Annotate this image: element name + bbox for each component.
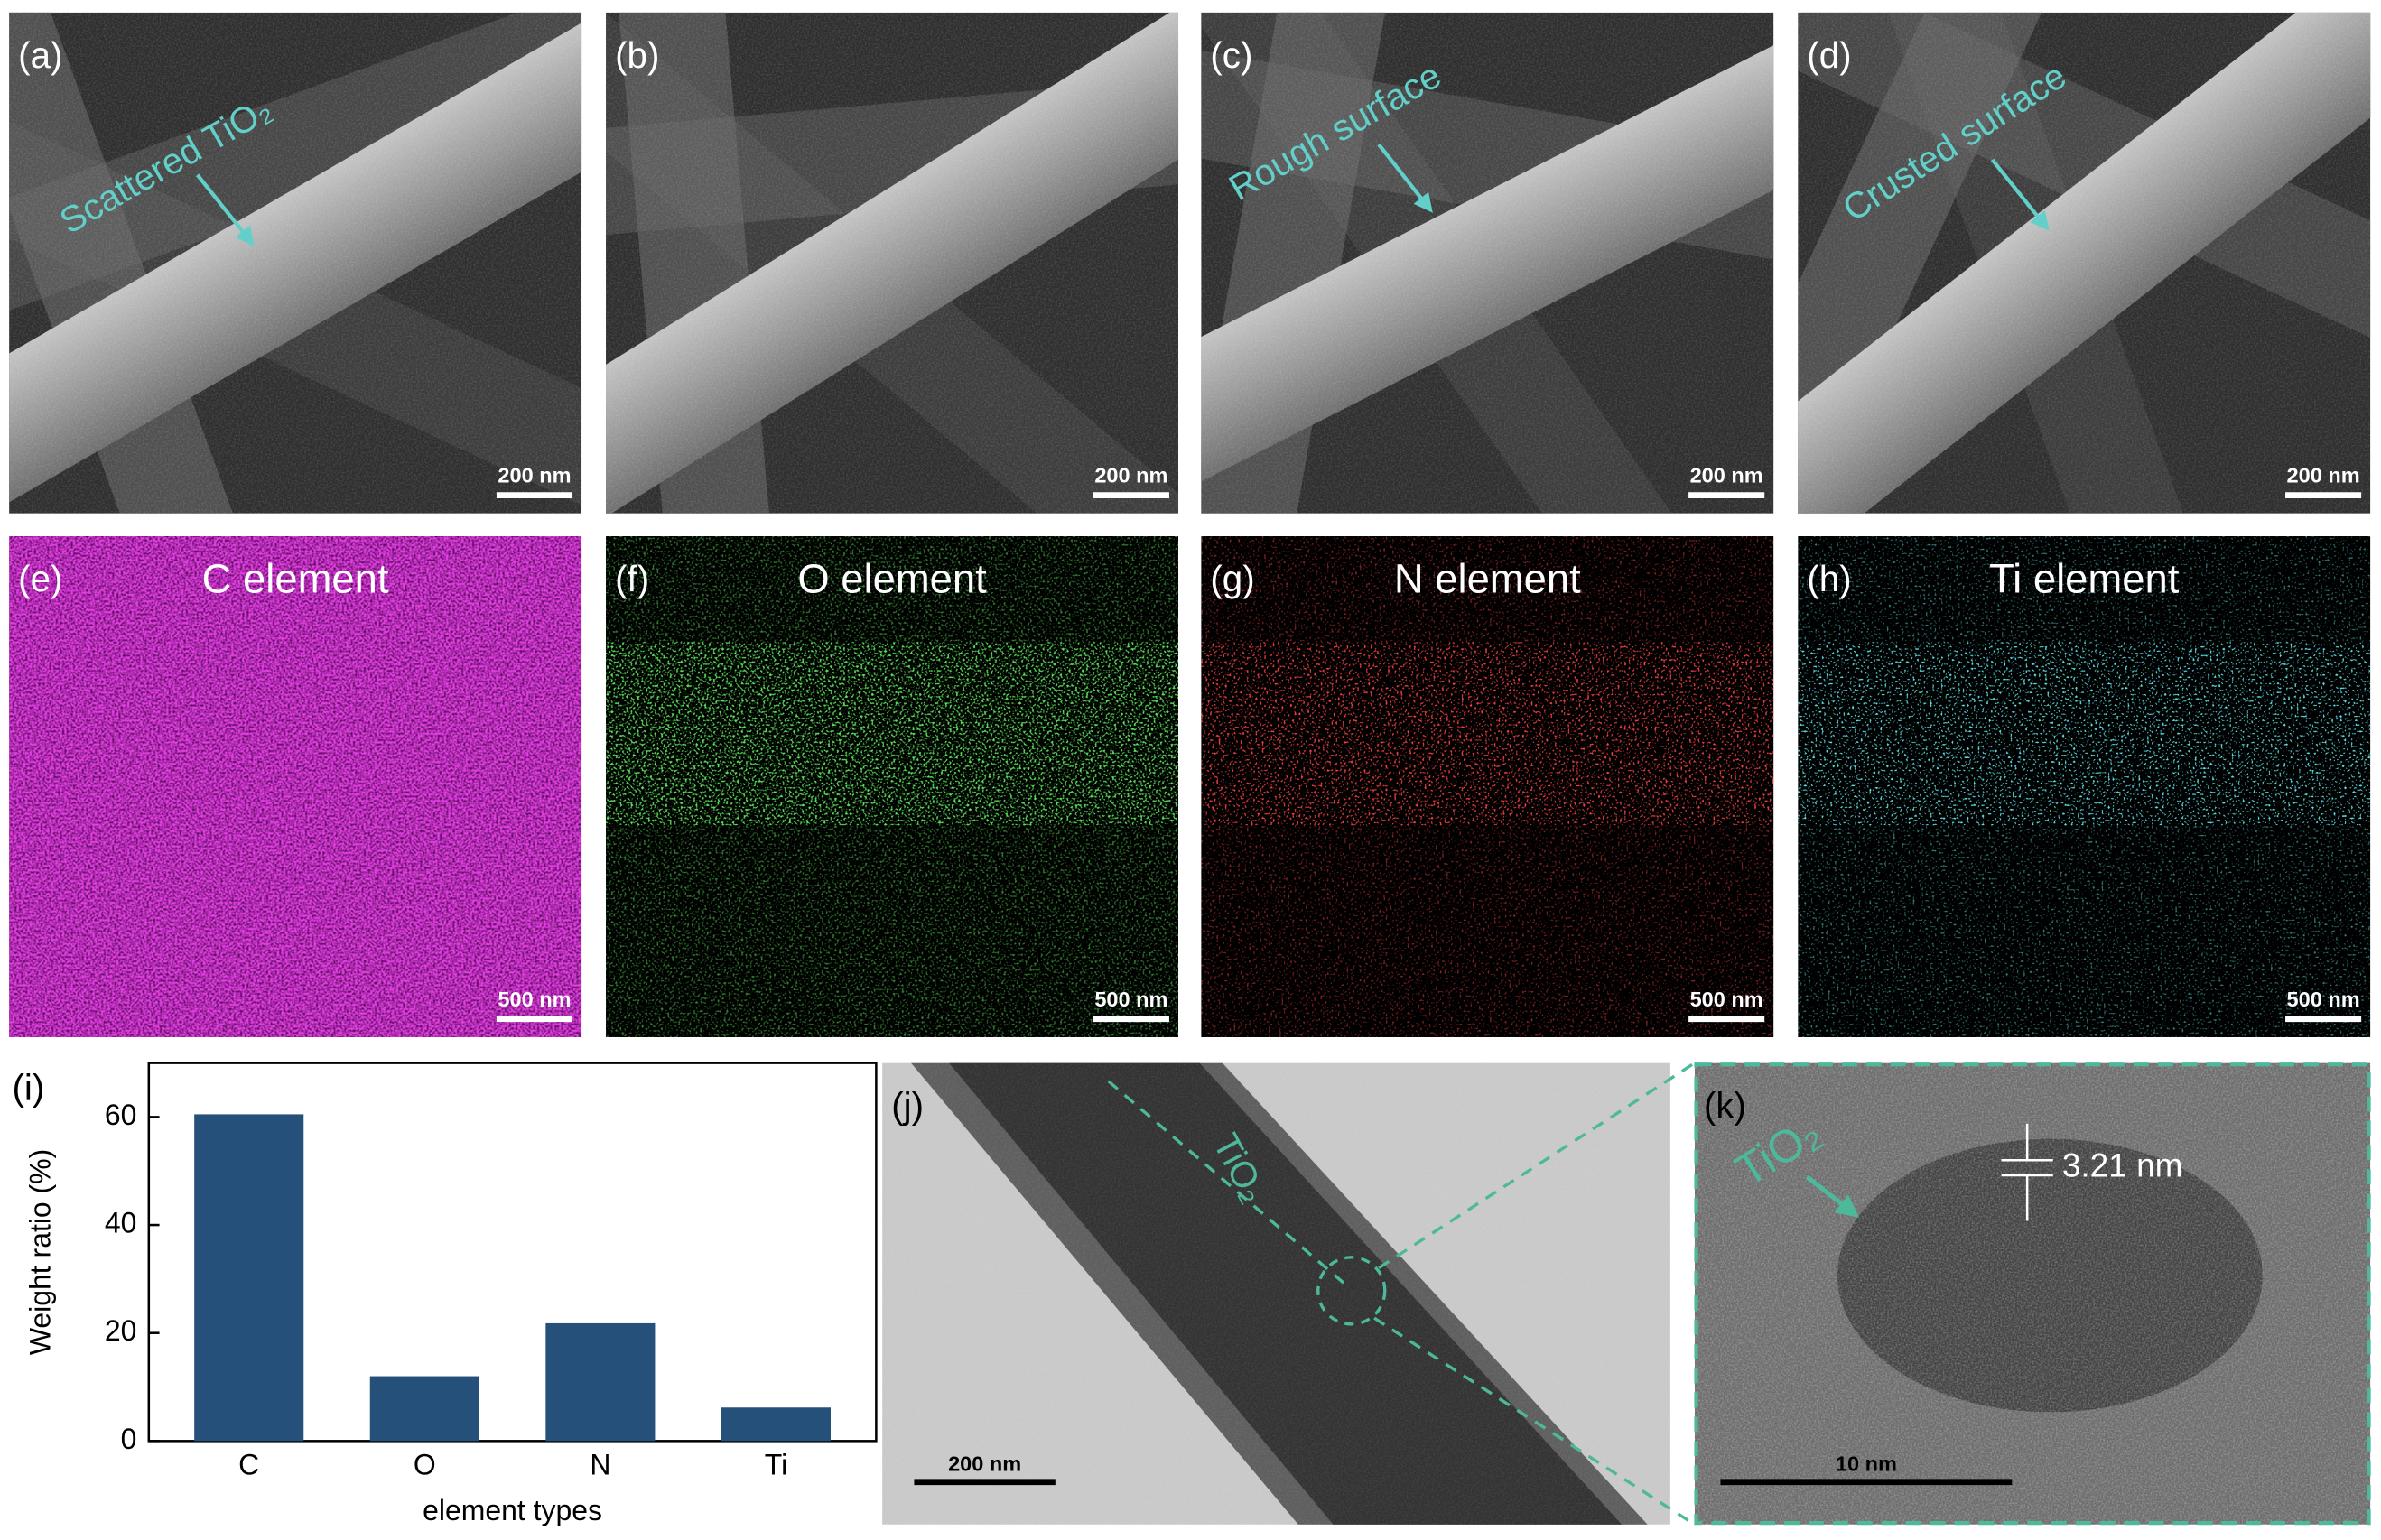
micrograph	[606, 12, 1179, 514]
bar	[721, 1407, 832, 1442]
annotation-arrow	[1990, 158, 2050, 231]
eds-signal	[9, 536, 582, 1037]
micrograph	[1694, 1062, 2371, 1525]
panel-label: (k)	[1704, 1085, 1746, 1127]
micrograph	[1201, 536, 1774, 1037]
panel-label: (b)	[615, 34, 659, 76]
y-axis-label: Weight ratio (%)	[24, 1149, 57, 1355]
scale-bar-label: 200 nm	[2287, 464, 2360, 487]
panel-label: (j)	[891, 1085, 924, 1127]
annotation-arrow	[1805, 1174, 1860, 1218]
guide-line	[1107, 1080, 1345, 1285]
y-tick-label: 40	[105, 1206, 137, 1238]
annotation-arrow	[195, 173, 255, 246]
bar	[369, 1376, 479, 1442]
scale-bar-label: 200 nm	[948, 1452, 1021, 1475]
zoom-circle	[1316, 1256, 1387, 1326]
element-title: C element	[202, 555, 389, 601]
scale-bar-label: 500 nm	[498, 988, 571, 1011]
element-title: N element	[1394, 555, 1581, 601]
eds-band	[606, 642, 1179, 825]
panel-label: (e)	[18, 558, 62, 599]
bar	[545, 1322, 656, 1442]
micrograph	[1798, 536, 2371, 1037]
element-title: Ti element	[1989, 555, 2180, 601]
texture	[882, 1062, 1670, 1525]
scale-bar-label: 10 nm	[1836, 1452, 1897, 1475]
x-axis-label: element types	[423, 1494, 602, 1526]
panel-label: (g)	[1210, 558, 1254, 599]
micrograph	[9, 12, 582, 514]
x-tick-label: C	[238, 1448, 259, 1480]
y-tick-label: 0	[121, 1423, 137, 1455]
y-tick-label: 20	[105, 1314, 137, 1347]
micrograph	[882, 1062, 1670, 1525]
bar	[194, 1114, 304, 1442]
y-tick-label: 60	[105, 1099, 137, 1131]
micrograph	[606, 536, 1179, 1037]
texture	[1694, 1062, 2371, 1525]
scale-bar-label: 500 nm	[1690, 988, 1763, 1011]
scale-bar-label: 500 nm	[2287, 988, 2360, 1011]
spacing-label: 3.21 nm	[2062, 1146, 2183, 1183]
x-tick-label: N	[590, 1448, 610, 1480]
scale-bar-label: 200 nm	[1690, 464, 1763, 487]
panel-label: (c)	[1210, 34, 1252, 76]
scale-bar-label: 500 nm	[1094, 988, 1167, 1011]
texture	[9, 12, 582, 514]
micrograph	[9, 536, 582, 1037]
x-tick-label: Ti	[765, 1448, 787, 1480]
panel-label: (h)	[1807, 558, 1851, 599]
panel-label: (f)	[615, 558, 649, 599]
panel-label: (a)	[18, 34, 62, 76]
panel-label: (d)	[1807, 34, 1851, 76]
texture	[606, 12, 1179, 514]
micrograph	[1798, 12, 2371, 514]
panel-label: (i)	[12, 1067, 44, 1109]
eds-band	[1798, 642, 2371, 825]
annotation-arrow	[1377, 143, 1433, 213]
plot-frame	[147, 1062, 878, 1443]
zoom-frame	[1694, 1062, 2371, 1526]
x-tick-label: O	[414, 1448, 436, 1480]
scale-bar-label: 200 nm	[1094, 464, 1167, 487]
texture	[1201, 12, 1774, 514]
eds-band	[1201, 642, 1774, 825]
micrograph	[1201, 12, 1774, 514]
element-title: O element	[797, 555, 987, 601]
scale-bar-label: 200 nm	[498, 464, 571, 487]
texture	[1798, 12, 2371, 514]
